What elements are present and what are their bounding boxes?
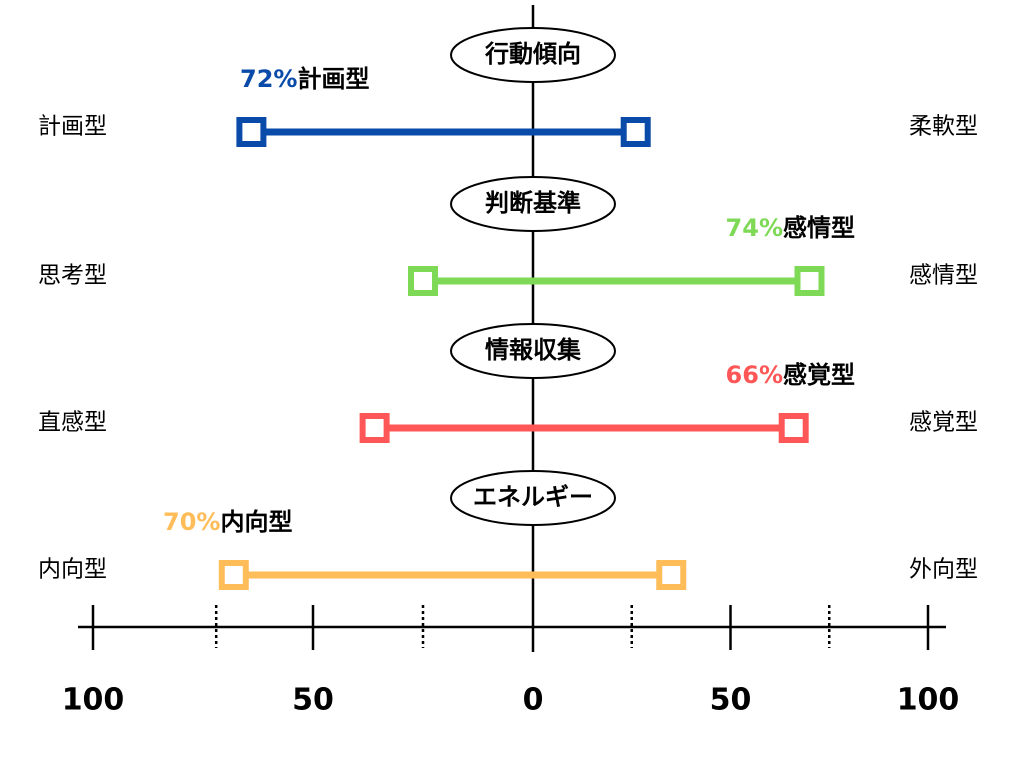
result-percent: 66% <box>726 361 783 389</box>
range-end <box>408 266 438 296</box>
result-label: 66%感覚型 <box>726 361 855 389</box>
result-type: 計画型 <box>297 65 369 93</box>
x-tick-label: 0 <box>523 683 544 718</box>
x-tick-label: 100 <box>897 683 960 718</box>
result-percent: 72% <box>240 65 297 93</box>
result-type: 感覚型 <box>783 361 855 389</box>
row-title-box <box>450 323 616 379</box>
right-label: 感情型 <box>909 263 978 289</box>
range-end <box>778 413 809 443</box>
result-type: 内向型 <box>220 508 292 536</box>
row-title-box <box>450 176 616 232</box>
result-percent: 70% <box>163 508 220 536</box>
range-end <box>236 117 267 147</box>
range-end <box>656 560 687 590</box>
right-label: 柔軟型 <box>909 114 978 140</box>
range-end <box>794 266 825 296</box>
result-label: 70%内向型 <box>163 508 292 536</box>
x-tick-label: 100 <box>62 683 125 718</box>
x-tick-label: 50 <box>292 683 334 718</box>
row-title: エネルギー <box>473 483 593 511</box>
right-label: 外向型 <box>909 557 978 583</box>
result-percent: 74% <box>726 214 783 242</box>
left-label: 内向型 <box>38 557 107 583</box>
range-end <box>218 560 249 590</box>
row-title: 行動傾向 <box>484 40 581 68</box>
x-tick-label: 50 <box>710 683 752 718</box>
result-label: 74%感情型 <box>726 214 855 242</box>
range-end <box>620 117 651 147</box>
result-label: 72%計画型 <box>240 65 369 93</box>
row-title: 判断基準 <box>485 189 581 217</box>
left-label: 計画型 <box>38 114 107 140</box>
right-label: 感覚型 <box>909 410 978 436</box>
left-label: 思考型 <box>38 263 107 289</box>
row-title: 情報収集 <box>485 336 582 364</box>
row-title-box <box>450 27 616 83</box>
range-end <box>359 413 390 443</box>
row-title-box <box>450 470 616 526</box>
result-type: 感情型 <box>783 214 855 242</box>
left-label: 直感型 <box>38 410 107 436</box>
